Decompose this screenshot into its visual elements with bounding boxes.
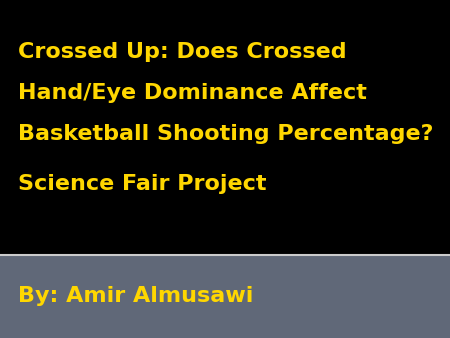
Text: Hand/Eye Dominance Affect: Hand/Eye Dominance Affect [18,83,367,103]
Text: By: Amir Almusawi: By: Amir Almusawi [18,286,253,306]
Text: Science Fair Project: Science Fair Project [18,174,266,194]
Text: Crossed Up: Does Crossed: Crossed Up: Does Crossed [18,42,346,63]
Text: Basketball Shooting Percentage?: Basketball Shooting Percentage? [18,123,433,144]
Bar [0,255,450,338]
